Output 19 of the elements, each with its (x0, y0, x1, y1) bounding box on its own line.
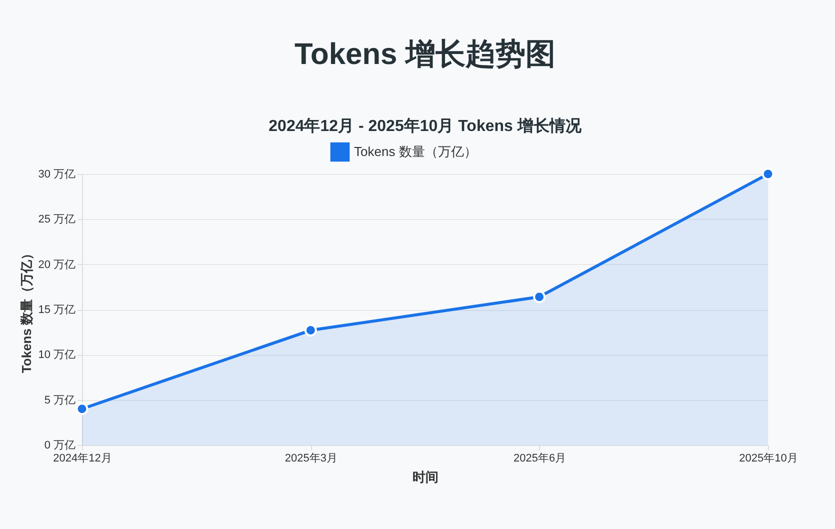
y-tick-label: 30 万亿 (38, 168, 76, 180)
x-tick-label: 2025年10月 (739, 452, 798, 464)
chart-title: Tokens 增长趋势图 (294, 38, 556, 71)
legend-label: Tokens 数量（万亿） (354, 144, 477, 159)
y-tick-label: 10 万亿 (38, 349, 76, 362)
point (533, 290, 546, 304)
point (304, 324, 317, 337)
point (76, 402, 88, 416)
x-tick-label: 2024年12月 (53, 452, 112, 464)
y-tick-label: 15 万亿 (38, 304, 76, 316)
x-tick-label: 2025年6月 (514, 452, 566, 464)
x-axis-title: 时间 (412, 470, 438, 484)
y-axis-title: Tokens 数量（万亿） (19, 246, 34, 374)
y-tick-label: 20 万亿 (38, 258, 76, 271)
y-tick-label: 25 万亿 (38, 214, 76, 226)
y-tick-label: 0 万亿 (44, 440, 76, 452)
y-tick-label: 5 万亿 (44, 394, 76, 406)
chart-subtitle: 2024年12月 - 2025年10月 Tokens 增长情况 (268, 117, 582, 135)
x-tick-label: 2025年3月 (284, 452, 338, 464)
